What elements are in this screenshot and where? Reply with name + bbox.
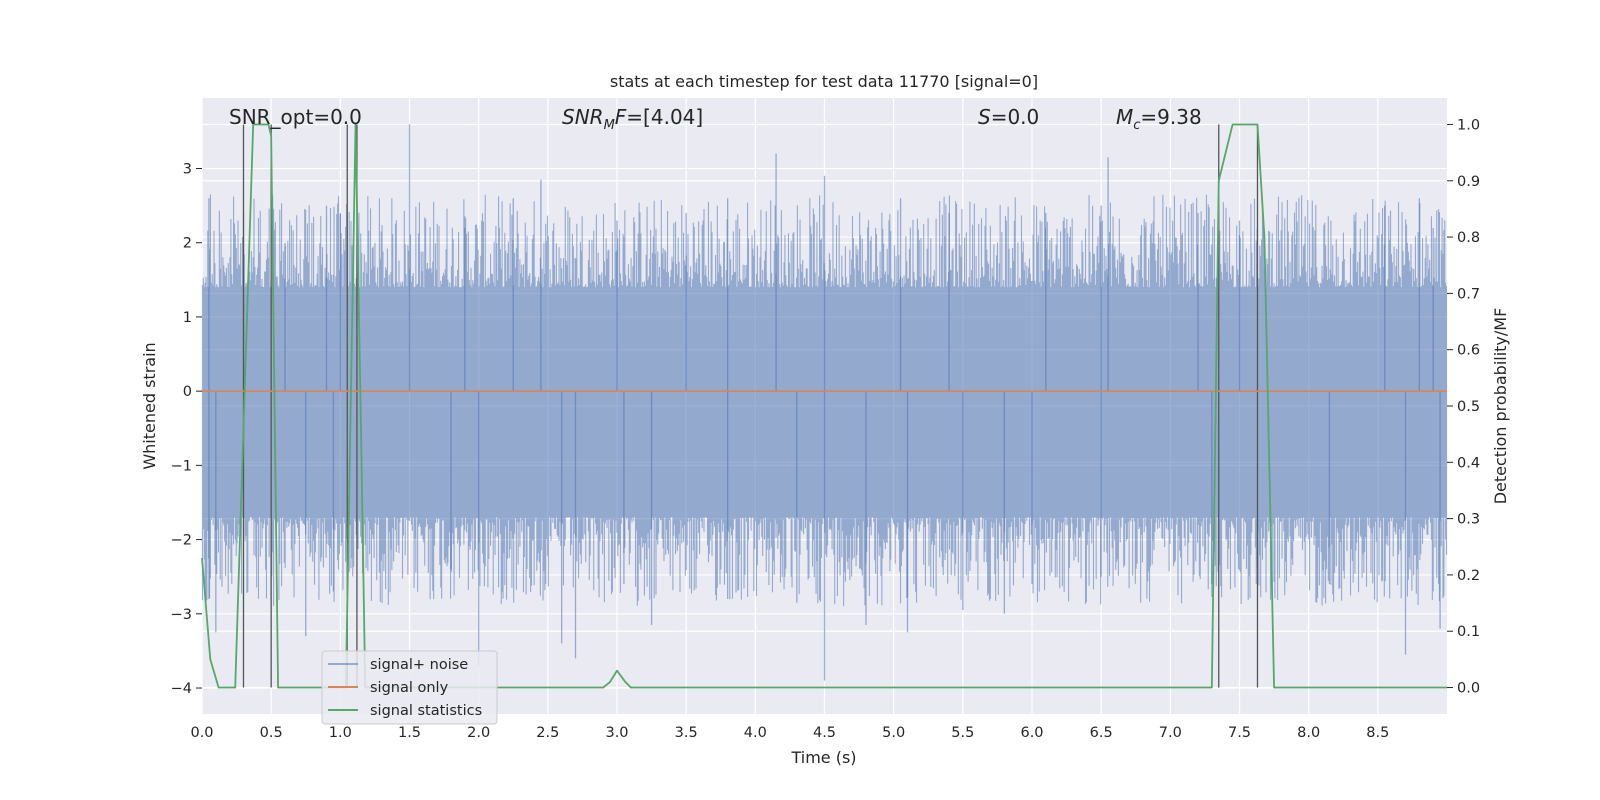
y-axis-label: Whitened strain [140, 342, 159, 469]
y2-axis-label: Detection probability/MF [1491, 308, 1510, 505]
y-tick-label: 3 [183, 162, 192, 178]
y2-tick-label: 0.9 [1457, 174, 1480, 190]
legend-label-signal: signal only [370, 680, 449, 696]
y-tick-label: −4 [171, 681, 192, 697]
x-tick-label: 1.0 [329, 725, 352, 741]
annotation-s: S=0.0 [978, 105, 1039, 129]
y-tick-label: 2 [183, 236, 192, 252]
x-axis-label: Time (s) [790, 748, 856, 767]
x-tick-label: 7.5 [1228, 725, 1251, 741]
x-tick-label: 2.5 [536, 725, 559, 741]
annotation-snr-mf: SNRMF=[4.04] [562, 105, 703, 133]
x-tick-label: 2.0 [467, 725, 490, 741]
x-tick-label: 0.5 [260, 725, 283, 741]
x-tick-label: 1.5 [398, 725, 421, 741]
x-tick-label: 8.0 [1297, 725, 1320, 741]
x-tick-label: 4.0 [744, 725, 767, 741]
x-tick-label: 3.5 [675, 725, 698, 741]
legend-box [321, 650, 498, 725]
y2-tick-label: 0.8 [1457, 230, 1480, 246]
y2-tick-label: 0.4 [1457, 455, 1480, 471]
y-tick-label: −1 [171, 458, 192, 474]
annotation-snr-opt: SNR_opt=0.0 [229, 105, 362, 129]
legend: signal+ noise signal only signal statist… [321, 650, 498, 725]
y-ticks: 3 2 1 0 −1 −2 −3 −4 [171, 162, 202, 697]
y2-tick-label: 0.5 [1457, 399, 1480, 415]
y-tick-label: −2 [171, 533, 192, 549]
y2-tick-label: 1.0 [1457, 117, 1480, 133]
x-tick-label: 5.0 [882, 725, 905, 741]
x-tick-label: 7.0 [1159, 725, 1182, 741]
x-tick-label: 5.5 [951, 725, 974, 741]
y-tick-label: −3 [171, 607, 192, 623]
y2-ticks: 1.0 0.9 0.8 0.7 0.6 0.5 0.4 0.3 0.2 0.1 0.0 [1447, 117, 1480, 697]
annotation-mc: Mc=9.38 [1116, 105, 1202, 133]
y-tick-label: 0 [183, 384, 192, 400]
y2-tick-label: 0.6 [1457, 343, 1480, 359]
y2-tick-label: 0.3 [1457, 512, 1480, 528]
legend-label-stats: signal statistics [370, 703, 482, 719]
y2-tick-label: 0.2 [1457, 568, 1480, 584]
annotations: SNR_opt=0.0 SNRMF=[4.04] S=0.0 Mc=9.38 [229, 105, 1202, 133]
x-tick-label: 0.0 [190, 725, 213, 741]
chart-title: stats at each timestep for test data 117… [610, 72, 1038, 91]
y-tick-label: 1 [183, 310, 192, 326]
y2-tick-label: 0.1 [1457, 624, 1480, 640]
x-tick-label: 3.0 [605, 725, 628, 741]
x-tick-label: 8.5 [1366, 725, 1389, 741]
y2-tick-label: 0.0 [1457, 681, 1480, 697]
x-tick-label: 6.0 [1020, 725, 1043, 741]
x-ticks: 0.0 0.5 1.0 1.5 2.0 2.5 3.0 3.5 4.0 4.5 5.0 5.5 6.0 6… [190, 725, 1389, 741]
legend-label-noise: signal+ noise [370, 657, 468, 673]
y2-tick-label: 0.7 [1457, 286, 1480, 302]
x-tick-label: 4.5 [813, 725, 836, 741]
x-tick-label: 6.5 [1090, 725, 1113, 741]
